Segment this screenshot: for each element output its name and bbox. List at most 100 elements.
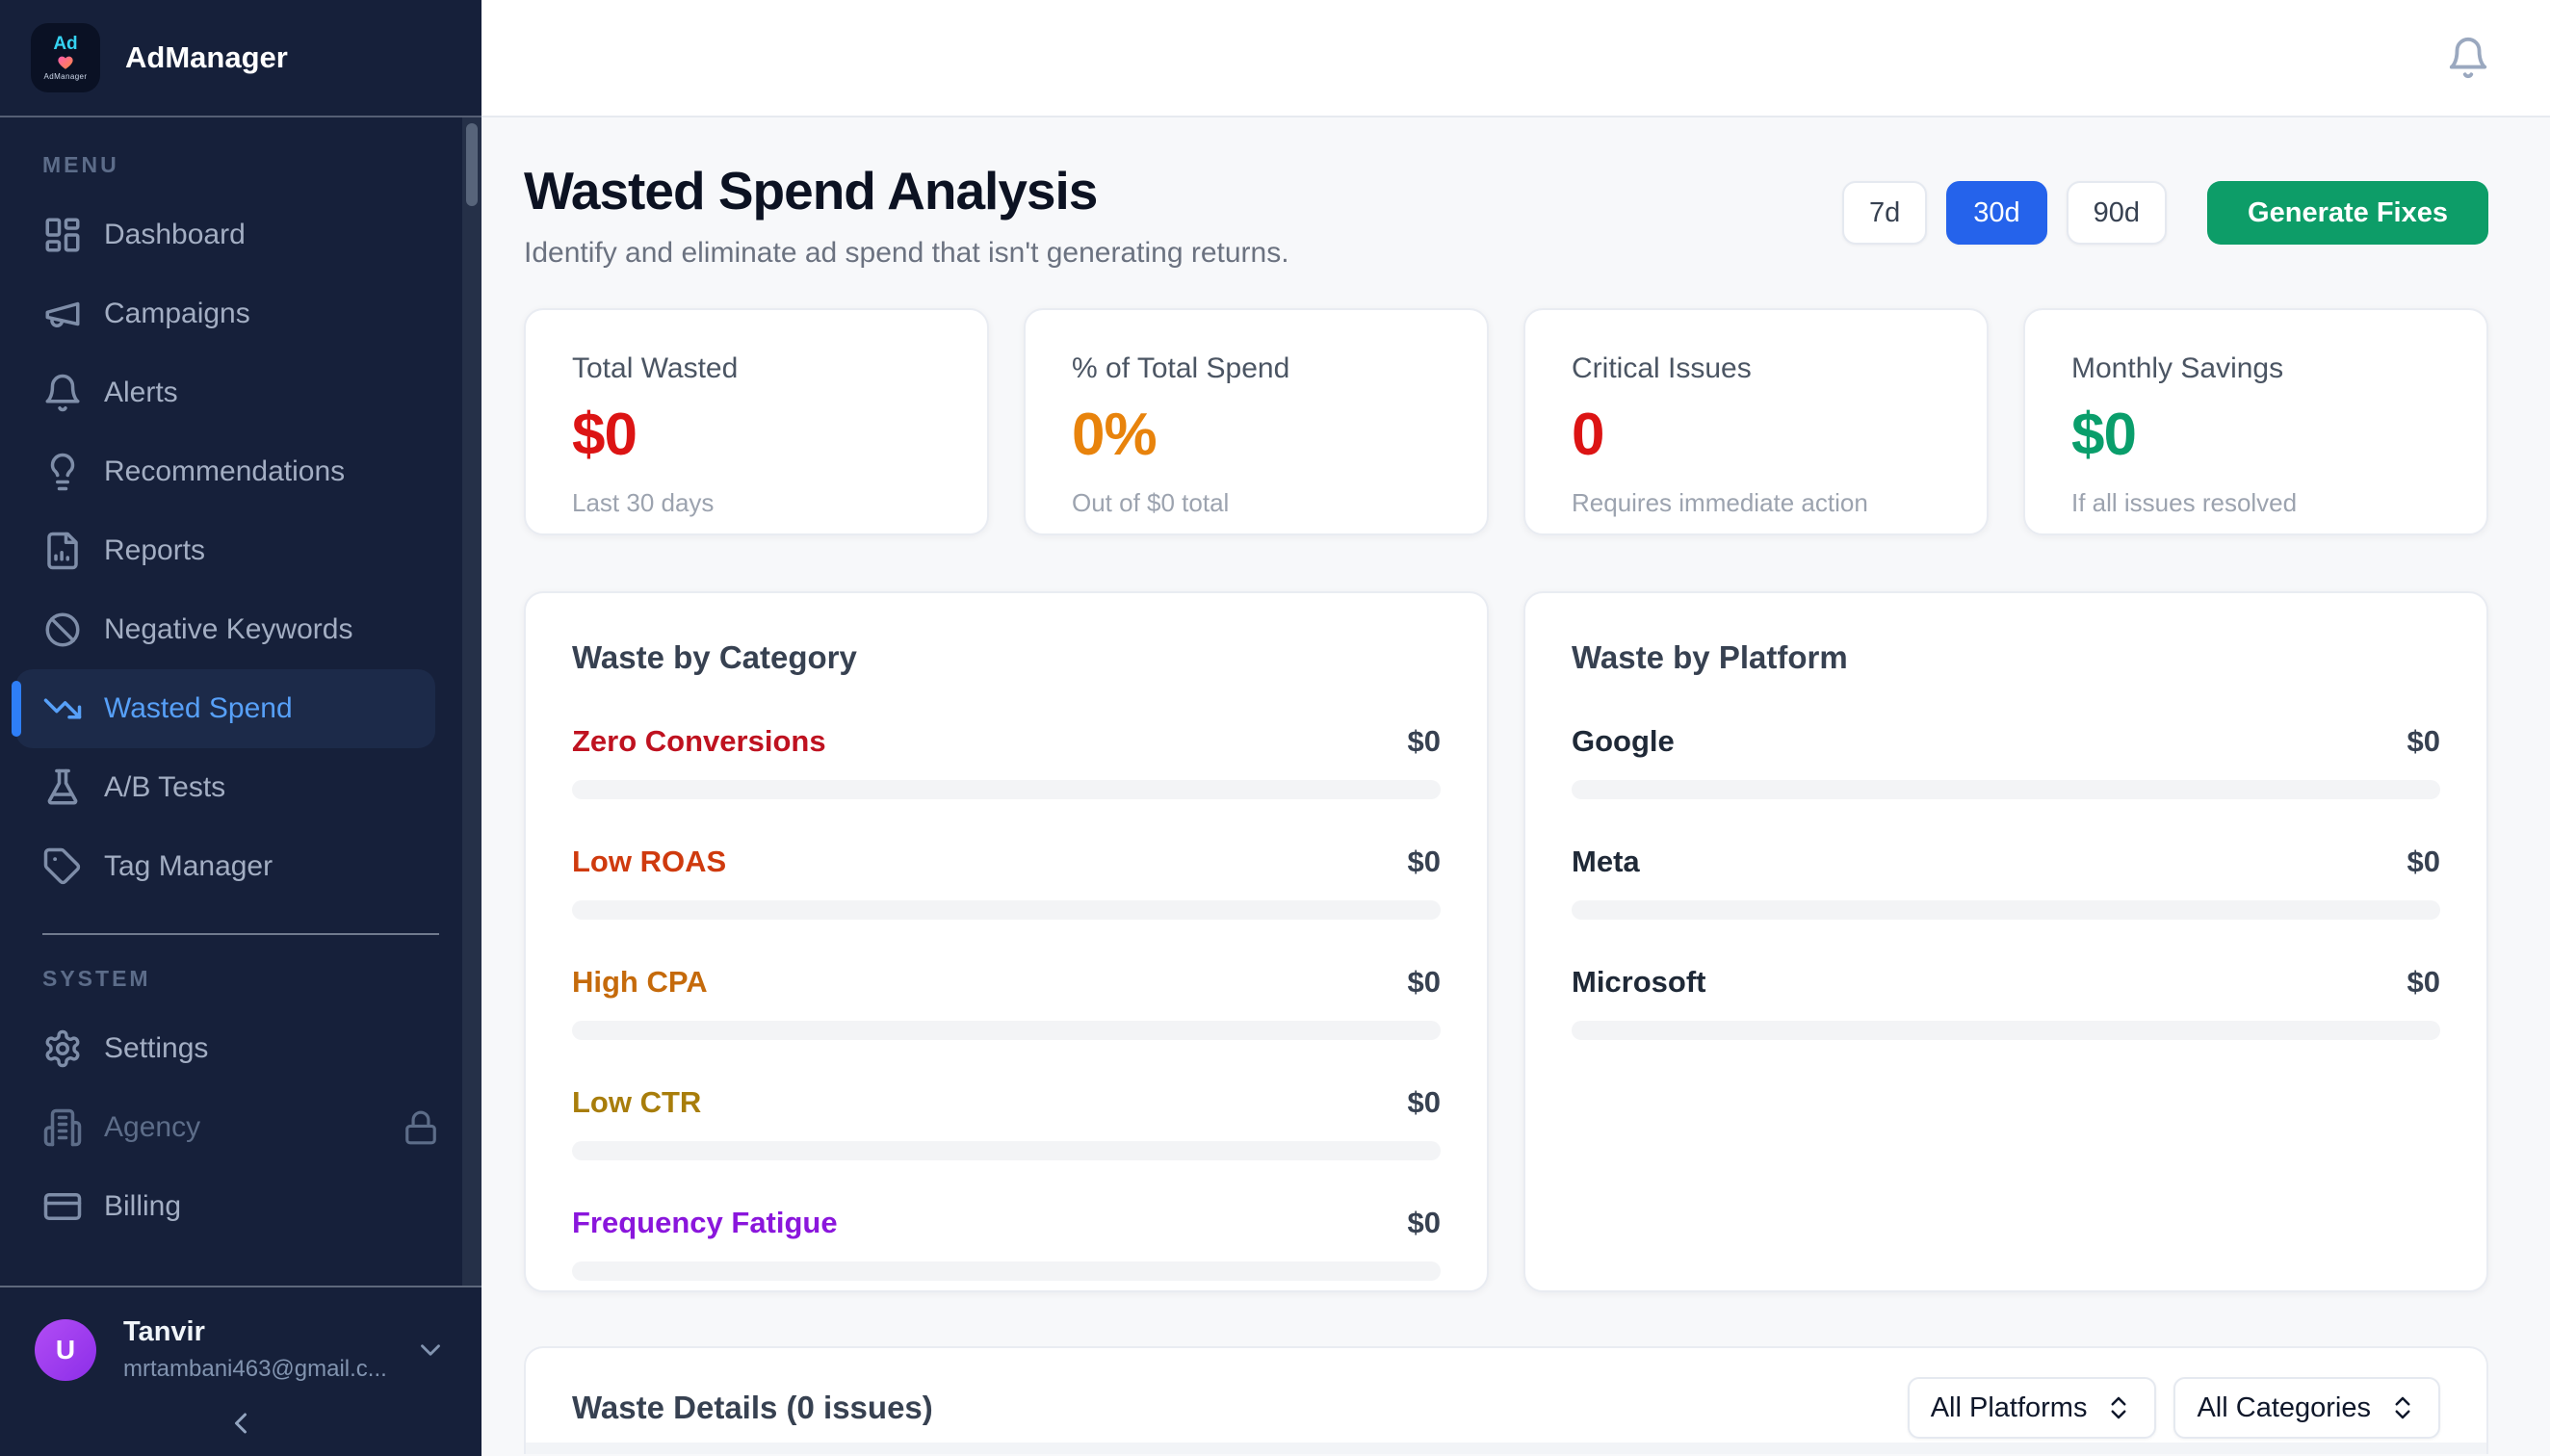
sidebar-item-ab-tests[interactable]: A/B Tests — [0, 748, 481, 827]
sidebar-item-label: Reports — [104, 534, 206, 566]
waste-details-header: Waste Details (0 issues) All Platforms A… — [572, 1377, 2440, 1439]
logo-sub-text: AdManager — [43, 72, 88, 81]
platform-filter-select[interactable]: All Platforms — [1907, 1377, 2157, 1439]
ban-icon — [45, 612, 80, 647]
waste-details-panel: Waste Details (0 issues) All Platforms A… — [524, 1346, 2488, 1454]
panel-title: Waste by Platform — [1572, 639, 1848, 675]
stat-label: Monthly Savings — [2071, 352, 2284, 384]
sidebar-item-label: A/B Tests — [104, 771, 226, 803]
logo-heart-icon — [58, 56, 73, 69]
progress-bar — [1572, 1021, 2440, 1040]
stat-subtext: If all issues resolved — [2071, 488, 2298, 517]
progress-bar — [572, 900, 1441, 920]
trending-down-icon — [43, 698, 82, 719]
platform-filter-value: All Platforms — [1930, 1391, 2088, 1423]
sidebar-item-dashboard[interactable]: Dashboard — [0, 195, 481, 274]
sidebar-nav: MENU Dashboard Campaigns Alerts Recommen… — [0, 117, 481, 1286]
chevrons-up-down-icon — [2395, 1396, 2410, 1419]
progress-bar — [572, 1141, 1441, 1160]
platform-row-meta: Meta $0 — [1572, 845, 2440, 920]
stat-label: Total Wasted — [572, 352, 739, 384]
sidebar-collapse-button[interactable] — [35, 1406, 447, 1441]
sidebar-item-negative-keywords[interactable]: Negative Keywords — [0, 590, 481, 669]
sidebar-item-settings[interactable]: Settings — [0, 1009, 481, 1088]
category-value: $0 — [1407, 724, 1441, 758]
stats-row: Total Wasted $0 Last 30 days % of Total … — [524, 308, 2488, 535]
platform-label: Microsoft — [1572, 965, 1706, 999]
sidebar-item-label: Wasted Spend — [104, 692, 293, 724]
dashboard-icon — [45, 218, 80, 252]
user-menu[interactable]: U Tanvir mrtambani463@gmail.c... — [35, 1316, 447, 1383]
brand-name: AdManager — [125, 40, 288, 74]
sidebar-header: Ad AdManager AdManager — [0, 0, 481, 117]
page-content: Wasted Spend Analysis Identify and elimi… — [481, 117, 2550, 1456]
category-filter-value: All Categories — [2197, 1391, 2371, 1423]
sidebar-item-tag-manager[interactable]: Tag Manager — [0, 827, 481, 906]
category-value: $0 — [1407, 1085, 1441, 1119]
sidebar-item-recommendations[interactable]: Recommendations — [0, 432, 481, 511]
stat-card-total-wasted: Total Wasted $0 Last 30 days — [524, 308, 989, 535]
platform-row-google: Google $0 — [1572, 724, 2440, 799]
user-panel: U Tanvir mrtambani463@gmail.c... — [0, 1286, 481, 1456]
page-subtitle: Identify and eliminate ad spend that isn… — [524, 237, 1289, 269]
sidebar-item-wasted-spend[interactable]: Wasted Spend — [15, 669, 435, 748]
platform-value: $0 — [2407, 965, 2440, 999]
avatar: U — [35, 1318, 96, 1381]
user-name: Tanvir — [123, 1316, 205, 1347]
megaphone-icon — [45, 301, 80, 327]
range-7d-button[interactable]: 7d — [1842, 181, 1928, 245]
stat-value: $0 — [572, 402, 638, 468]
lightbulb-icon — [50, 453, 75, 491]
main-area: Wasted Spend Analysis Identify and elimi… — [481, 0, 2550, 1456]
category-row-low-roas: Low ROAS $0 — [572, 845, 1441, 920]
user-email: mrtambani463@gmail.c... — [123, 1356, 387, 1382]
tag-icon — [43, 847, 81, 885]
sidebar-item-label: Agency — [104, 1111, 201, 1143]
sidebar: Ad AdManager AdManager MENU Dashboard Ca… — [0, 0, 481, 1456]
progress-bar — [572, 780, 1441, 799]
sidebar-scrollbar-track[interactable] — [462, 117, 481, 1286]
category-row-frequency-fatigue: Frequency Fatigue $0 — [572, 1206, 1441, 1281]
progress-bar — [572, 1021, 1441, 1040]
category-row-zero-conversions: Zero Conversions $0 — [572, 724, 1441, 799]
chevron-down-icon[interactable] — [414, 1334, 447, 1366]
category-value: $0 — [1407, 965, 1441, 999]
building-icon — [43, 1108, 82, 1147]
page-header-text: Wasted Spend Analysis Identify and elimi… — [524, 160, 1289, 270]
sidebar-item-agency[interactable]: Agency — [0, 1088, 481, 1167]
app-logo: Ad AdManager — [31, 23, 100, 92]
report-file-icon — [47, 532, 78, 570]
stat-label: % of Total Spend — [1072, 352, 1290, 384]
user-info: Tanvir mrtambani463@gmail.c... — [123, 1316, 387, 1383]
sidebar-item-label: Dashboard — [104, 219, 246, 250]
page-header: Wasted Spend Analysis Identify and elimi… — [524, 160, 2488, 270]
sidebar-item-billing[interactable]: Billing — [0, 1167, 481, 1246]
notifications-button[interactable] — [2446, 36, 2490, 80]
chevrons-up-down-icon — [2111, 1396, 2126, 1419]
platform-value: $0 — [2407, 845, 2440, 878]
sidebar-item-label: Recommendations — [104, 455, 346, 487]
panel-title: Waste by Category — [572, 639, 857, 675]
sidebar-item-label: Tag Manager — [104, 850, 273, 882]
generate-fixes-button[interactable]: Generate Fixes — [2207, 181, 2488, 245]
platform-label: Google — [1572, 724, 1675, 758]
sidebar-item-label: Alerts — [104, 377, 178, 408]
stat-value: 0% — [1072, 402, 1158, 468]
logo-ad-text: Ad — [53, 34, 78, 54]
sidebar-item-alerts[interactable]: Alerts — [0, 353, 481, 432]
stat-card-critical-issues: Critical Issues 0 Requires immediate act… — [1523, 308, 1989, 535]
progress-bar — [572, 1261, 1441, 1281]
range-90d-button[interactable]: 90d — [2066, 181, 2168, 245]
sidebar-item-campaigns[interactable]: Campaigns — [0, 274, 481, 353]
category-label: Low CTR — [572, 1085, 702, 1119]
range-30d-button[interactable]: 30d — [1946, 181, 2047, 245]
bell-icon — [45, 374, 80, 412]
sidebar-item-reports[interactable]: Reports — [0, 511, 481, 590]
category-label: Zero Conversions — [572, 724, 826, 758]
gear-icon — [45, 1029, 80, 1068]
category-value: $0 — [1407, 1206, 1441, 1239]
platform-rows: Google $0 Meta $0 Micr — [1572, 724, 2440, 1040]
sidebar-scrollbar-thumb[interactable] — [466, 123, 478, 206]
category-filter-select[interactable]: All Categories — [2173, 1377, 2440, 1439]
detail-filters: All Platforms All Categories — [1907, 1377, 2440, 1439]
